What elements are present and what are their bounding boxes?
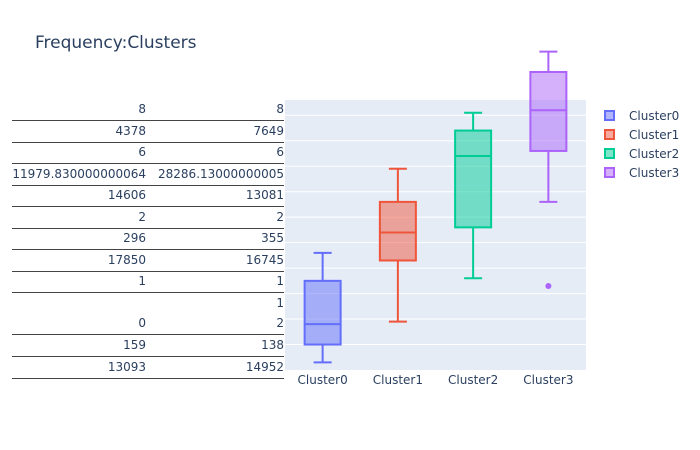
legend-label: Cluster0 xyxy=(629,108,680,123)
legend-label: Cluster2 xyxy=(629,146,680,161)
legend-item[interactable]: Cluster0 xyxy=(604,106,679,125)
legend-swatch xyxy=(604,148,615,159)
box-cluster1 xyxy=(378,167,417,323)
table-row: 4378 7649 xyxy=(12,121,284,143)
iqr-box xyxy=(303,279,342,346)
table-cell: 13093 xyxy=(108,357,146,377)
table-cell-text: 7649 xyxy=(253,124,284,138)
table-cell-text: 1 xyxy=(276,274,284,288)
legend-label: Cluster1 xyxy=(629,127,680,142)
legend-item[interactable]: Cluster2 xyxy=(604,144,679,163)
x-tick-label: Cluster0 xyxy=(298,373,348,387)
table-cell: 1 xyxy=(138,271,146,291)
box-cluster3 xyxy=(529,50,568,289)
table-cell: 14606 xyxy=(108,185,146,205)
table-row: 11979.830000000064 28286.13000000005 xyxy=(12,164,284,186)
box-cluster0 xyxy=(303,251,342,364)
table-cell: 4378 xyxy=(115,121,146,141)
legend-item[interactable]: Cluster3 xyxy=(604,163,679,182)
legend-swatch xyxy=(604,129,615,140)
iqr-box xyxy=(454,129,493,229)
table-row: 13093 14952 xyxy=(12,357,284,379)
table-cell-text: 11979.830000000064 xyxy=(12,167,146,181)
table-row: 14606 13081 xyxy=(12,186,284,207)
table-cell: 17850 xyxy=(108,250,146,270)
table-cell: 296 xyxy=(123,228,146,248)
table-cell-text: 17850 xyxy=(107,253,146,267)
table-cell-text: 16745 xyxy=(245,253,284,267)
table-cell-text: 6 xyxy=(138,145,146,159)
stats-table: 8 8 4378 7649 6 6 11979.830000000064 28286.1300… xyxy=(12,100,284,379)
box-cluster2 xyxy=(454,111,493,280)
table-cell-text: 1 xyxy=(276,296,284,310)
table-cell-text: 8 xyxy=(138,102,146,116)
table-cell-text: 2 xyxy=(138,210,146,224)
table-cell-text: 28286.13000000005 xyxy=(158,167,284,181)
legend: Cluster0 Cluster1 Cluster2 Cluster3 xyxy=(604,106,679,182)
table-cell-text: 355 xyxy=(261,231,284,245)
table-cell: 8 xyxy=(138,99,146,119)
table-cell-text: 13093 xyxy=(107,360,146,374)
table-cell: 1 xyxy=(276,271,284,291)
legend-item[interactable]: Cluster1 xyxy=(604,125,679,144)
x-tick-label: Cluster3 xyxy=(523,373,573,387)
table-cell: 2 xyxy=(138,207,146,227)
table-cell-text: 159 xyxy=(123,338,146,352)
table-cell: 14952 xyxy=(246,357,284,377)
table-cell: 16745 xyxy=(246,250,284,270)
x-tick-label: Cluster2 xyxy=(448,373,498,387)
table-row: 159 138 xyxy=(12,335,284,357)
table-cell: 8 xyxy=(276,99,284,119)
table-cell-text: 14606 xyxy=(107,188,146,202)
table-cell: 355 xyxy=(261,228,284,248)
table-cell: 2 xyxy=(276,207,284,227)
table-cell-text: 2 xyxy=(276,316,284,330)
table-cell: 138 xyxy=(261,335,284,355)
table-cell-text: 138 xyxy=(261,338,284,352)
table-row: 17850 16745 xyxy=(12,250,284,272)
x-tick-label: Cluster1 xyxy=(373,373,423,387)
table-cell: 7649 xyxy=(253,121,284,141)
table-cell-text: 6 xyxy=(276,145,284,159)
iqr-box xyxy=(378,200,417,262)
iqr-box xyxy=(529,70,568,152)
table-cell-text: 2 xyxy=(276,210,284,224)
table-cell: 28286.13000000005 xyxy=(158,164,284,184)
chart-title: Frequency:Clusters xyxy=(35,33,197,53)
table-cell-text: 4378 xyxy=(115,124,146,138)
table-cell-text: 296 xyxy=(123,231,146,245)
legend-swatch xyxy=(604,167,615,178)
outlier-point xyxy=(545,282,552,289)
table-cell: 13081 xyxy=(246,185,284,205)
table-cell-text: 0 xyxy=(138,316,146,330)
table-cell: 11979.830000000064 xyxy=(12,164,146,184)
table-cell: 6 xyxy=(276,142,284,162)
legend-swatch xyxy=(604,110,615,121)
table-cell: 6 xyxy=(138,142,146,162)
legend-label: Cluster3 xyxy=(629,165,680,180)
table-cell-text: 8 xyxy=(276,102,284,116)
table-cell: 0 xyxy=(138,313,146,333)
table-cell-text: 13081 xyxy=(245,188,284,202)
table-cell-text: 1 xyxy=(138,274,146,288)
table-cell-text: 14952 xyxy=(245,360,284,374)
table-cell: 159 xyxy=(123,335,146,355)
table-row: 296 355 xyxy=(12,229,284,250)
